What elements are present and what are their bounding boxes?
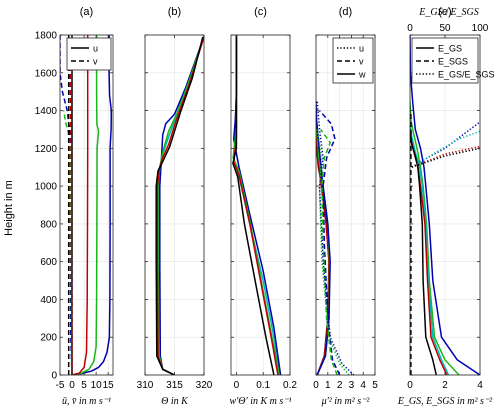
series-line: [410, 129, 438, 375]
series-group: [316, 101, 355, 375]
series-line: [71, 35, 100, 375]
legend-box: [411, 37, 479, 84]
series-line: [156, 36, 204, 375]
legend-box: [66, 37, 112, 71]
x-tick-label: 3: [349, 380, 355, 391]
series-line: [232, 35, 281, 375]
legend: E_GS E_SGS E_GS/E_SGS: [411, 37, 495, 84]
series-group: [60, 35, 113, 375]
panel: (d) 0 1 2 3 4 5μ′² in m² s⁻² uvw: [313, 6, 378, 407]
x-axis-label: Θ in K: [161, 396, 189, 407]
series-line: [410, 35, 480, 375]
series-line: [159, 36, 204, 375]
series-line: [320, 128, 338, 375]
svg-text:Height in m: Height in m: [3, 180, 15, 236]
series-line: [316, 129, 330, 375]
top-axis-label: E_GS / E_SGS: [418, 7, 478, 18]
series-line: [232, 35, 275, 375]
series-group: [410, 35, 480, 375]
y-tick-label: 1600: [35, 68, 58, 79]
x-tick-label: 0: [69, 380, 75, 391]
y-tick-label: 1200: [35, 144, 58, 155]
y-tick-label: 0: [51, 371, 57, 382]
x-tick-label: 5: [372, 380, 378, 391]
series-line: [232, 35, 282, 375]
axes-frame: [59, 34, 114, 376]
legend-entry: u: [359, 44, 364, 54]
y-axis-label: Height in m: [3, 180, 15, 236]
x-tick-label: 315: [166, 380, 183, 391]
series-line: [410, 123, 450, 375]
x-tick-label: 2: [337, 380, 343, 391]
series-line: [71, 35, 89, 375]
x-tick-label: 10: [91, 380, 103, 391]
x-tick-label: 0.2: [283, 380, 297, 391]
y-tick-label: 400: [40, 295, 57, 306]
panel: (c) 0 0.1 0.2 w′Θ′ in K m s⁻¹: [229, 6, 297, 407]
axes-frame: [230, 34, 291, 376]
panel-label: (e): [438, 6, 451, 18]
panel: (b) 310 315 320 Θ in K: [137, 6, 213, 407]
x-tick-label: 320: [196, 380, 213, 391]
x-axis-label: E_GS, E_SGS in m² s⁻²: [397, 396, 493, 407]
y-tick-label: 200: [40, 333, 57, 344]
axes-frame: [315, 34, 376, 376]
legend-entry: v: [359, 57, 364, 67]
panel: (a)-5 0 5 10 1502004006008001000120014001600…: [35, 6, 114, 407]
panel: (e) 0 2 4 E_GS, E_SGS in m² s⁻² E_GS / E_SGS 0…: [397, 6, 495, 407]
x-tick-label: 310: [137, 380, 154, 391]
panel-label: (b): [168, 6, 181, 18]
series-line: [69, 53, 73, 375]
x-tick-label: 1: [325, 380, 331, 391]
series-line: [316, 101, 355, 375]
y-tick-label: 600: [40, 257, 57, 268]
top-tick-label: 100: [472, 23, 489, 34]
y-tick-label: 1400: [35, 106, 58, 117]
series-line: [411, 130, 480, 168]
x-tick-label: 0.1: [256, 380, 270, 391]
x-tick-label: 5: [81, 380, 87, 391]
series-group: [155, 36, 204, 375]
panel-label: (a): [80, 6, 93, 18]
x-axis-label: w′Θ′ in K m s⁻¹: [229, 396, 291, 407]
x-tick-label: 0: [234, 380, 240, 391]
legend-entry: v: [93, 57, 98, 67]
x-tick-label: 15: [103, 380, 115, 391]
panel-label: (d): [339, 6, 352, 18]
x-tick-label: 4: [477, 380, 483, 391]
legend-entry: E_SGS: [438, 57, 468, 67]
legend-entry: E_GS/E_SGS: [438, 70, 495, 80]
top-tick-label: 0: [407, 23, 413, 34]
series-line: [410, 101, 460, 375]
legend: uvw: [332, 37, 374, 84]
series-line: [316, 101, 331, 375]
series-line: [318, 110, 341, 375]
series-line: [155, 36, 204, 375]
legend-entry: w: [358, 70, 366, 80]
y-tick-label: 1000: [35, 182, 58, 193]
y-tick-label: 1800: [35, 31, 58, 42]
legend-entry: u: [93, 44, 98, 54]
x-tick-label: 4: [360, 380, 366, 391]
panel-label: (c): [254, 6, 267, 18]
y-tick-label: 800: [40, 219, 57, 230]
series-line: [157, 36, 204, 375]
series-line: [411, 145, 480, 168]
x-tick-label: -5: [56, 380, 65, 391]
x-tick-label: 2: [442, 380, 448, 391]
legend-entry: E_GS: [438, 44, 462, 54]
x-tick-label: 0: [407, 380, 413, 391]
x-axis-label: μ′² in m² s⁻²: [321, 396, 371, 407]
series-line: [157, 36, 204, 375]
legend: uv: [66, 37, 112, 71]
series-group: [232, 35, 282, 375]
x-axis-label: ū, v̄ in m s⁻¹: [62, 396, 111, 407]
panels-group: (a)-5 0 5 10 1502004006008001000120014001600…: [35, 6, 495, 407]
series-line: [71, 35, 113, 375]
top-tick-label: 50: [439, 23, 451, 34]
x-tick-label: 0: [313, 380, 319, 391]
series-line: [316, 129, 350, 375]
